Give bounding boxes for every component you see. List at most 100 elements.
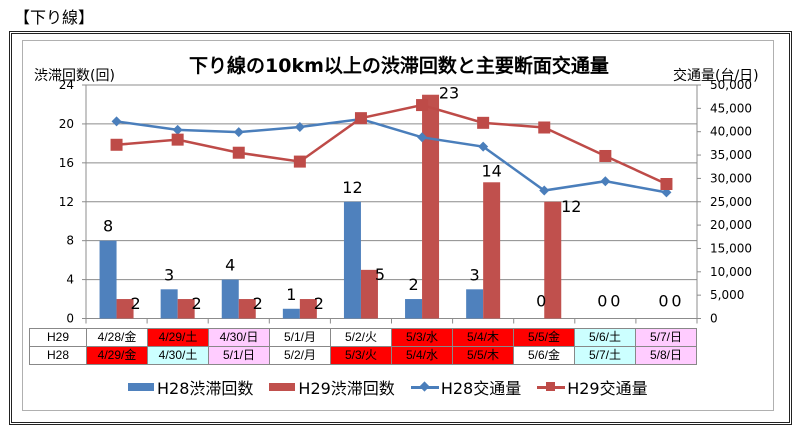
bar bbox=[221, 279, 239, 319]
date-cell: 5/6/土 bbox=[574, 328, 636, 347]
right-tick-label: 25,000 bbox=[710, 195, 752, 209]
date-cell: 5/5/木 bbox=[452, 346, 514, 365]
date-cell: 4/28/金 bbox=[86, 328, 148, 347]
right-tick-label: 10,000 bbox=[710, 265, 752, 279]
bar bbox=[544, 201, 562, 319]
date-cell: 5/4/木 bbox=[452, 328, 514, 347]
bar bbox=[282, 308, 300, 319]
legend-item: H28渋滞回数 bbox=[128, 375, 253, 399]
square-marker bbox=[232, 146, 245, 159]
left-axis-label: 渋滞回数(回) bbox=[34, 68, 115, 84]
bar bbox=[466, 289, 484, 319]
bar-value-label: 12 bbox=[342, 178, 362, 197]
left-tick-label: 20 bbox=[59, 117, 74, 131]
date-cell: 4/29/金 bbox=[86, 346, 148, 365]
outer-frame bbox=[9, 31, 792, 425]
bar-value-label: 3 bbox=[164, 265, 174, 284]
legend-item: H29交通量 bbox=[537, 375, 648, 399]
right-axis-label: 交通量(台/日) bbox=[673, 67, 759, 84]
date-cell: 5/3/水 bbox=[391, 328, 453, 347]
bar-value-label: 2 bbox=[408, 275, 418, 294]
diamond-marker bbox=[478, 141, 489, 152]
bar-value-label: 2 bbox=[314, 294, 324, 313]
legend-bar-swatch-icon bbox=[269, 383, 296, 391]
left-tick-label: 16 bbox=[59, 156, 74, 170]
bar-value-label: 23 bbox=[439, 84, 459, 103]
legend-diamond-line-icon bbox=[410, 381, 439, 392]
square-marker bbox=[538, 121, 551, 134]
legend-item: H28交通量 bbox=[410, 375, 521, 399]
date-cell: 5/8/日 bbox=[635, 346, 697, 365]
square-marker bbox=[354, 112, 367, 125]
square-marker bbox=[599, 149, 612, 162]
right-tick-label: 50,000 bbox=[710, 78, 752, 92]
date-cell: 4/30/土 bbox=[147, 346, 209, 365]
diamond-marker bbox=[539, 185, 550, 196]
bar-value-label: 2 bbox=[130, 294, 140, 313]
left-tick-label: 12 bbox=[59, 195, 74, 209]
square-marker bbox=[477, 116, 490, 129]
date-cell: 5/3/火 bbox=[330, 346, 392, 365]
diamond-marker bbox=[294, 122, 305, 133]
legend-label: H29渋滞回数 bbox=[298, 379, 395, 398]
left-tick-label: 8 bbox=[66, 234, 74, 248]
square-marker bbox=[416, 99, 429, 112]
right-tick-label: 40,000 bbox=[710, 125, 752, 139]
bar-value-label: 0 bbox=[536, 292, 546, 311]
table-row: H28 4/29/金 4/30/土 5/1/日 5/2/月 5/3/火 5/4/水 5/5/木… bbox=[29, 346, 697, 365]
bar-value-label: 14 bbox=[481, 161, 501, 180]
legend-bar-swatch-icon bbox=[128, 383, 154, 391]
table-row: H29 4/28/金 4/29/土 4/30/日 5/1/月 5/2/火 5/3/水 5/4/… bbox=[29, 328, 697, 347]
bar bbox=[116, 299, 134, 319]
right-tick-label: 5,000 bbox=[710, 288, 744, 302]
date-cell: 5/1/日 bbox=[208, 346, 270, 365]
chart-title: 下り線の10km以上の渋滞回数と主要断面交通量 bbox=[189, 54, 609, 77]
bar-value-label: 1 bbox=[286, 285, 296, 304]
date-cell: 5/6/金 bbox=[513, 346, 575, 365]
legend-item: H29渋滞回数 bbox=[269, 375, 395, 399]
date-cell: 4/29/土 bbox=[147, 328, 209, 347]
square-marker bbox=[293, 155, 306, 168]
date-cell: 5/5/金 bbox=[513, 328, 575, 347]
bar-value-label: 0 bbox=[610, 292, 620, 311]
bar-value-label: 0 bbox=[597, 292, 607, 311]
square-marker bbox=[660, 178, 673, 191]
right-tick-label: 45,000 bbox=[710, 101, 752, 115]
right-tick-label: 35,000 bbox=[710, 148, 752, 162]
legend-label: H28渋滞回数 bbox=[157, 379, 254, 398]
bar bbox=[238, 299, 256, 319]
date-cell: 5/2/火 bbox=[330, 328, 392, 347]
bar bbox=[343, 201, 361, 319]
right-tick-label: 30,000 bbox=[710, 171, 752, 185]
date-cell: 5/1/月 bbox=[269, 328, 331, 347]
diamond-marker bbox=[417, 132, 428, 143]
right-tick-label: 0 bbox=[710, 312, 718, 326]
date-table: H29 4/28/金 4/29/土 4/30/日 5/1/月 5/2/火 5/3/水 5/4/… bbox=[29, 328, 697, 365]
bar bbox=[99, 240, 117, 319]
bar-value-label: 3 bbox=[470, 265, 480, 284]
right-tick-label: 15,000 bbox=[710, 241, 752, 255]
left-tick-label: 24 bbox=[59, 78, 74, 92]
bar-value-label: 0 bbox=[658, 292, 668, 311]
square-marker bbox=[110, 138, 123, 151]
diamond-marker bbox=[172, 124, 183, 135]
date-cell: 5/2/月 bbox=[269, 346, 331, 365]
left-tick-label: 0 bbox=[66, 312, 74, 326]
bar-value-label: 2 bbox=[253, 294, 263, 313]
row-header: H28 bbox=[29, 346, 87, 365]
line-series bbox=[116, 117, 667, 194]
row-header: H29 bbox=[29, 328, 87, 347]
bar-value-label: 0 bbox=[671, 292, 681, 311]
bar bbox=[177, 299, 195, 319]
bar bbox=[405, 299, 423, 319]
chart-legend: H28渋滞回数 H29渋滞回数 H28交通量 H29交通量 bbox=[128, 375, 664, 399]
bar bbox=[299, 299, 317, 319]
line-series bbox=[116, 103, 667, 186]
bar bbox=[160, 289, 178, 319]
bar-value-label: 5 bbox=[375, 265, 385, 284]
left-tick-label: 4 bbox=[66, 273, 74, 287]
bar-value-label: 12 bbox=[561, 197, 581, 216]
bar-value-label: 4 bbox=[225, 256, 235, 275]
diamond-marker bbox=[600, 176, 611, 187]
